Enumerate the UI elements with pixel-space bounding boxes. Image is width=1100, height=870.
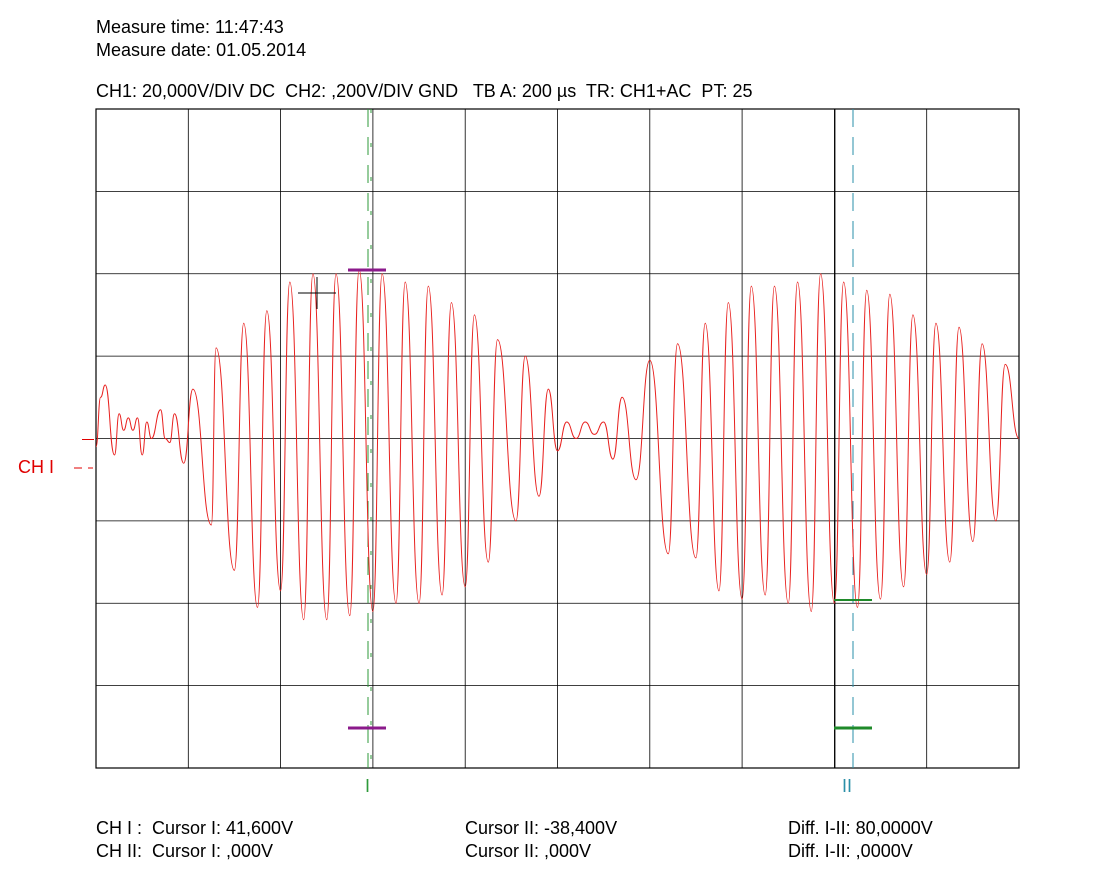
cursor-1-label[interactable]: I xyxy=(365,776,371,796)
cursor-2-label[interactable]: II xyxy=(842,776,853,796)
ch2-cursor1-readout: CH II: Cursor I: ,000V xyxy=(96,841,274,861)
cursor-lines xyxy=(367,109,854,768)
channel-label: CH I xyxy=(18,457,54,477)
ch2-cursor2-readout: Cursor II: ,000V xyxy=(465,841,592,861)
scope-settings: CH1: 20,000V/DIV DC CH2: ,200V/DIV GND T… xyxy=(96,81,753,101)
ch2-diff-readout: Diff. I-II: ,0000V xyxy=(788,841,913,861)
measure-date: Measure date: 01.05.2014 xyxy=(96,40,307,60)
scope-grid xyxy=(74,108,1020,769)
ch1-cursor1-readout: CH I : Cursor I: 41,600V xyxy=(96,818,294,838)
cursor-markers xyxy=(298,268,872,730)
ch1-diff-readout: Diff. I-II: 80,0000V xyxy=(788,818,933,838)
ch1-trace xyxy=(95,269,1020,621)
measure-time: Measure time: 11:47:43 xyxy=(96,17,284,37)
ch1-cursor2-readout: Cursor II: -38,400V xyxy=(465,818,618,838)
